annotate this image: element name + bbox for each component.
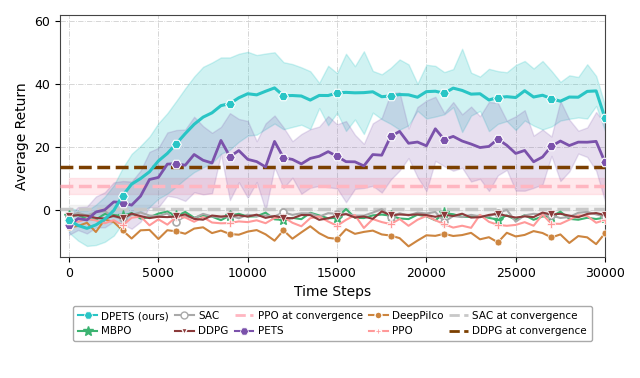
DeepPilco — [262, 232, 269, 237]
MBPO — [548, 214, 556, 219]
PETS — [253, 160, 260, 164]
SAC at convergence — [65, 207, 73, 212]
DPETS (ours) — [601, 116, 609, 121]
DeepPilco — [101, 217, 109, 222]
MBPO — [65, 214, 73, 218]
MBPO — [431, 218, 439, 223]
DDPG — [65, 214, 73, 218]
DDPG — [360, 214, 368, 219]
DeepPilco — [181, 231, 189, 236]
PPO at convergence — [65, 184, 73, 189]
Line: PPO: PPO — [65, 211, 609, 232]
PPO — [601, 218, 609, 222]
PPO at convergence — [65, 184, 73, 189]
DDPG — [172, 214, 180, 219]
SAC — [351, 213, 359, 218]
MBPO — [601, 215, 609, 220]
DDPG — [253, 212, 260, 217]
MBPO — [396, 216, 403, 221]
Line: PETS: PETS — [64, 124, 610, 230]
PPO — [351, 213, 359, 217]
DPETS (ours) — [548, 96, 556, 101]
PPO — [360, 226, 368, 230]
X-axis label: Time Steps: Time Steps — [294, 285, 371, 299]
DeepPilco — [601, 231, 609, 235]
SAC — [378, 207, 385, 211]
DeepPilco — [404, 244, 412, 249]
SAC — [172, 219, 180, 224]
PETS — [172, 161, 180, 166]
PETS — [190, 152, 198, 157]
DDPG — [316, 218, 323, 222]
DDPG — [378, 209, 385, 214]
DDPG at convergence — [65, 165, 73, 170]
Line: SAC: SAC — [66, 206, 609, 225]
PPO — [190, 220, 198, 224]
DPETS (ours) — [271, 86, 278, 90]
SAC — [601, 214, 609, 219]
Line: DeepPilco: DeepPilco — [66, 216, 609, 250]
DeepPilco — [548, 235, 556, 240]
Legend: DPETS (ours), MBPO, SAC, DDPG, PPO at convergence, PETS, DeepPilco, PPO, SAC at : DPETS (ours), MBPO, SAC, DDPG, PPO at co… — [73, 306, 592, 341]
DeepPilco — [360, 229, 368, 234]
DDPG — [601, 213, 609, 217]
SAC — [396, 211, 403, 215]
SAC — [512, 220, 520, 224]
Line: DPETS (ours): DPETS (ours) — [64, 83, 610, 233]
PPO — [396, 217, 403, 221]
Y-axis label: Average Return: Average Return — [15, 82, 29, 190]
PPO — [548, 222, 556, 226]
PETS — [351, 160, 359, 164]
MBPO — [360, 216, 368, 220]
PETS — [539, 155, 547, 159]
DPETS (ours) — [65, 218, 73, 222]
DDPG — [404, 213, 412, 217]
SAC — [548, 213, 556, 218]
SAC — [190, 216, 198, 220]
DPETS (ours) — [404, 93, 412, 97]
PETS — [601, 160, 609, 165]
Line: DDPG: DDPG — [65, 207, 609, 224]
DPETS (ours) — [369, 90, 377, 94]
PPO — [253, 218, 260, 223]
PETS — [431, 127, 439, 131]
DDPG — [190, 217, 198, 221]
MBPO — [190, 215, 198, 220]
DeepPilco — [199, 225, 207, 229]
MBPO — [342, 207, 350, 211]
SAC — [65, 214, 73, 218]
Line: MBPO: MBPO — [63, 203, 611, 226]
MBPO — [172, 214, 180, 218]
DDPG — [548, 212, 556, 217]
DPETS (ours) — [262, 89, 269, 93]
DeepPilco — [396, 236, 403, 240]
DPETS (ours) — [83, 226, 91, 231]
DPETS (ours) — [199, 115, 207, 119]
PPO — [172, 215, 180, 219]
SAC — [253, 214, 260, 218]
MBPO — [253, 214, 260, 218]
SAC at convergence — [65, 207, 73, 212]
DeepPilco — [65, 225, 73, 229]
PPO — [539, 212, 547, 217]
PPO — [65, 218, 73, 223]
PETS — [387, 134, 394, 139]
DDPG at convergence — [65, 165, 73, 170]
PETS — [65, 223, 73, 228]
DPETS (ours) — [181, 132, 189, 136]
